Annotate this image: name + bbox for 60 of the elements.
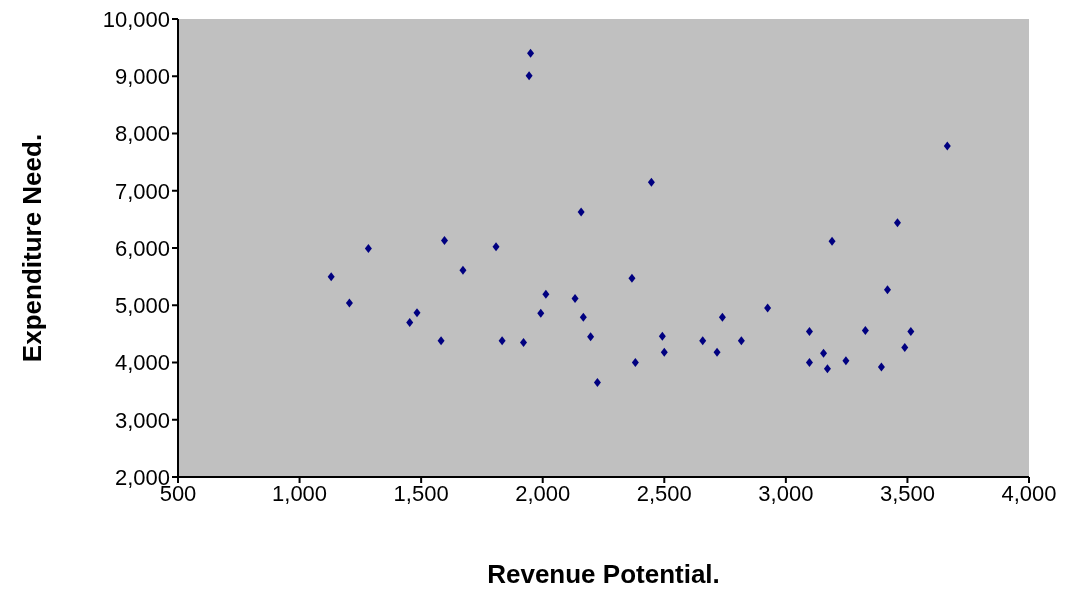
y-tick-label: 5,000 xyxy=(114,293,170,319)
point xyxy=(943,141,951,151)
point xyxy=(828,236,836,246)
point xyxy=(587,332,595,342)
y-tick-label: 10,000 xyxy=(102,6,170,32)
point xyxy=(737,336,745,346)
point xyxy=(658,331,666,341)
y-tick-label: 3,000 xyxy=(114,407,170,433)
x-tick-label: 4,000 xyxy=(1001,480,1057,506)
point xyxy=(647,177,655,187)
point xyxy=(579,312,587,322)
point xyxy=(459,265,467,275)
x-tick-label: 3,500 xyxy=(879,480,935,506)
point xyxy=(883,285,891,295)
point xyxy=(764,303,772,313)
point xyxy=(345,298,353,308)
point xyxy=(820,348,828,358)
point xyxy=(861,325,869,335)
point xyxy=(327,272,335,282)
point xyxy=(718,312,726,322)
y-tick-label: 6,000 xyxy=(114,235,170,261)
point xyxy=(406,317,414,327)
point xyxy=(498,336,506,346)
point xyxy=(577,207,585,217)
point xyxy=(571,293,579,303)
point xyxy=(542,289,550,299)
point xyxy=(537,308,545,318)
point xyxy=(907,327,915,337)
x-axis-title: Revenue Potential. xyxy=(487,559,720,589)
x-tick-label: 2,000 xyxy=(515,480,571,506)
point xyxy=(631,358,639,367)
y-tick-label: 7,000 xyxy=(114,178,170,204)
y-tick-label: 8,000 xyxy=(114,121,170,147)
point xyxy=(413,308,421,318)
point xyxy=(440,236,448,246)
point xyxy=(805,358,813,367)
y-tick-label: 9,000 xyxy=(114,64,170,90)
point xyxy=(805,327,813,337)
point xyxy=(593,378,601,388)
point xyxy=(660,347,668,357)
x-tick-label: 1,000 xyxy=(272,480,328,506)
x-tick-label: 2,500 xyxy=(636,480,692,506)
y-axis-title: Expenditure Need. xyxy=(17,133,48,363)
x-tick-label: 1,500 xyxy=(393,480,449,506)
point xyxy=(527,48,535,58)
point xyxy=(699,336,707,346)
point xyxy=(877,362,885,372)
x-tick-label: 3,000 xyxy=(758,480,814,506)
point xyxy=(525,71,533,81)
point xyxy=(842,356,850,366)
point xyxy=(492,242,500,252)
point xyxy=(823,364,831,374)
point xyxy=(628,273,636,283)
point xyxy=(364,244,372,254)
point xyxy=(520,337,528,347)
y-tick-label: 4,000 xyxy=(114,350,170,376)
point xyxy=(437,336,445,346)
point xyxy=(893,218,901,228)
point xyxy=(713,347,721,357)
point xyxy=(901,343,909,353)
